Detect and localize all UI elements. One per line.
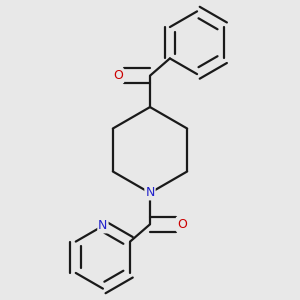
Text: N: N [145,186,155,200]
Text: O: O [177,218,187,231]
Text: N: N [98,219,108,232]
Text: O: O [113,69,123,82]
